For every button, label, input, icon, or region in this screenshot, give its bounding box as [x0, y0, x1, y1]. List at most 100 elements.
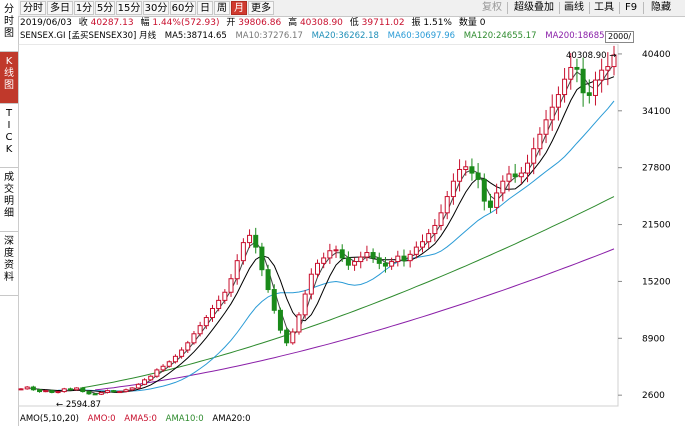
low-value: 39711.02: [361, 18, 405, 28]
y-tick-label: 40400: [642, 50, 671, 60]
candle-up: [98, 391, 104, 395]
candle-up: [203, 317, 209, 327]
side-tab-1[interactable]: K 线 图: [0, 52, 18, 104]
candle-up: [172, 355, 178, 363]
candle-up: [129, 387, 135, 391]
candle-down: [277, 309, 283, 331]
candle-down: [512, 173, 518, 178]
candle-down: [30, 386, 36, 391]
menu-separator: [559, 2, 560, 14]
side-tab-3[interactable]: 成 交 明 细: [0, 168, 18, 232]
period-tab-3[interactable]: 5分: [95, 1, 115, 15]
candle-up: [432, 224, 438, 235]
candle-up: [24, 386, 30, 390]
vol-label: 数量: [458, 18, 477, 28]
candle-up: [457, 168, 463, 182]
candle-down: [382, 262, 388, 267]
candle-down: [253, 234, 259, 248]
period-tab-8[interactable]: 周: [214, 1, 230, 15]
open-value: 39806.86: [238, 18, 282, 28]
period-tab-5[interactable]: 30分: [143, 1, 169, 15]
period-tab-6[interactable]: 60分: [170, 1, 196, 15]
candle-up: [611, 54, 617, 68]
menu-item-2[interactable]: 画线: [564, 2, 584, 13]
quote-info-line: 2019/06/03 收 40287.13 幅 1.44%(572.93) 开 …: [20, 17, 485, 29]
candle-up: [308, 273, 314, 295]
ma60-value: MA60:30697.96: [387, 31, 456, 41]
indicator-legend: AMO(5,10,20) AMO:0 AMA5:0 AMA10:0 AMA20:…: [20, 413, 256, 425]
candle-down: [475, 172, 481, 180]
candle-up: [500, 180, 506, 194]
period-tab-9[interactable]: 月: [231, 1, 247, 15]
candle-up: [74, 387, 80, 391]
candle-up: [444, 196, 450, 214]
menu-item-5[interactable]: 隐藏: [651, 2, 671, 13]
ma20-line: [33, 76, 615, 393]
candle-up: [413, 246, 419, 255]
high-value: 40308.90: [299, 18, 343, 28]
candle-down: [49, 390, 55, 393]
ma120-value: MA120:24655.17: [463, 31, 537, 41]
candle-down: [481, 178, 487, 202]
candle-up: [358, 256, 364, 263]
candle-up: [463, 166, 469, 170]
candle-up: [605, 66, 611, 71]
ma200-value: MA200:18685.55: [545, 31, 619, 41]
candle-up: [321, 257, 327, 264]
ama20-value: AMA20:0: [212, 414, 251, 424]
candle-down: [580, 68, 586, 94]
candle-up: [43, 390, 49, 393]
candle-up: [290, 331, 296, 344]
side-tab-4[interactable]: 深 度 资 料: [0, 232, 18, 296]
period-tab-1[interactable]: 多日: [47, 1, 73, 15]
high-label: 高: [288, 18, 298, 28]
candle-down: [370, 252, 376, 259]
candle-up: [117, 391, 123, 394]
y-tick-label: 21500: [642, 221, 671, 231]
candle-down: [376, 257, 382, 264]
ma120-line: [82, 196, 615, 389]
period-tab-10[interactable]: 更多: [248, 1, 274, 15]
candle-up: [18, 388, 24, 391]
candle-down: [37, 389, 43, 393]
price-chart: 40400 34100 27800 21500 15200 8900 2600 40308.9…: [18, 44, 671, 410]
menu-separator: [589, 2, 590, 14]
side-tab-2[interactable]: T I C K: [0, 104, 18, 168]
side-tab-0[interactable]: 分 时 图: [0, 0, 18, 52]
candle-down: [284, 329, 290, 344]
amo-value: AMO:0: [87, 414, 116, 424]
candle-up: [543, 119, 549, 135]
quote-date: 2019/06/03: [20, 18, 72, 28]
menu-separator: [507, 2, 508, 14]
candle-up: [389, 261, 395, 267]
candle-up: [315, 262, 320, 275]
candle-up: [518, 172, 524, 178]
candle-down: [586, 92, 592, 96]
candle-up: [104, 390, 110, 393]
candle-up: [555, 94, 561, 108]
menu-item-1[interactable]: 超级叠加: [514, 2, 554, 13]
candle-down: [86, 391, 92, 395]
candle-down: [574, 66, 580, 70]
candle-up: [296, 314, 302, 333]
candle-up: [494, 192, 500, 208]
year-button[interactable]: 2000/: [605, 31, 635, 43]
candle-down: [401, 255, 407, 262]
candle-up: [55, 391, 61, 394]
menu-item-0[interactable]: 复权: [482, 2, 502, 13]
menu-item-4[interactable]: F9: [624, 2, 638, 13]
vol-value: 0: [479, 18, 486, 28]
period-tab-4[interactable]: 15分: [116, 1, 142, 15]
candle-down: [92, 393, 98, 396]
ma-legend: SENSEX.GI [孟买SENSEX30] 月线 MA5:38714.65 M…: [20, 30, 624, 42]
candle-up: [166, 361, 172, 367]
close-label: 收: [78, 18, 88, 28]
candle-up: [148, 375, 154, 381]
period-tab-2[interactable]: 1分: [74, 1, 94, 15]
candle-up: [228, 278, 234, 293]
period-tab-0[interactable]: 分时: [20, 1, 46, 15]
change-value: 1.44%(572.93): [152, 18, 220, 28]
period-tab-7[interactable]: 日: [197, 1, 213, 15]
menu-item-3[interactable]: 工具: [594, 2, 614, 13]
candle-down: [67, 388, 73, 391]
